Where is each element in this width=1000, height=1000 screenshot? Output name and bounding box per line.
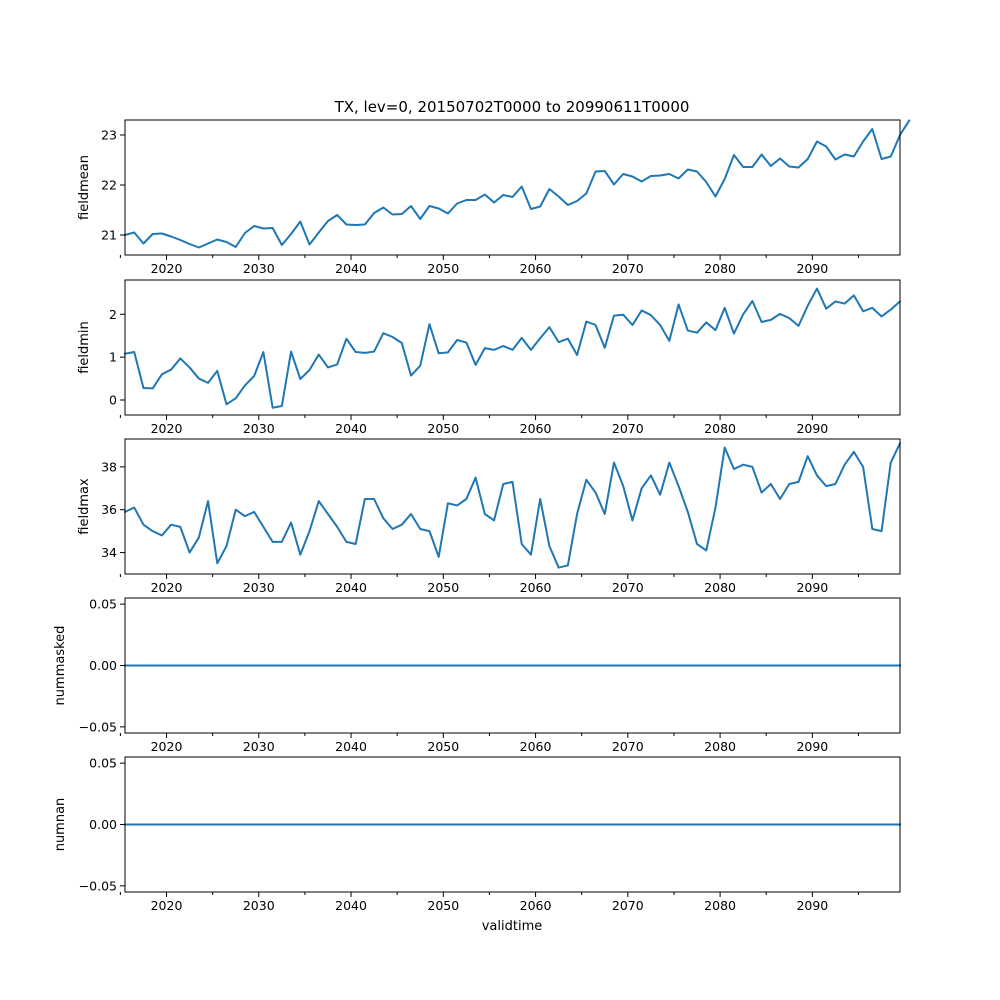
fieldmin-y-tick-label: 2 <box>109 307 117 322</box>
panel-fieldmin: 2020 2030 2040 2050 2060 2070 2080 2090 0 1 2 field… <box>77 279 902 436</box>
fieldmin-series-line <box>123 287 902 409</box>
nummasked-x-tick-label: 2090 <box>796 739 828 754</box>
numnan-y-axis-label: numnan <box>53 798 68 852</box>
numnan-y-tick-label: 0.00 <box>89 817 117 832</box>
fieldmean-y-axis-label: fieldmean <box>77 155 92 220</box>
fieldmax-y-tick-label: 34 <box>101 545 117 560</box>
fieldmean-x-tick-label: 2070 <box>612 261 644 276</box>
fieldmax-axes-frame <box>124 438 901 575</box>
fieldmean-x-tick-label: 2090 <box>796 261 828 276</box>
x-axis-label: validtime <box>482 919 543 934</box>
fieldmean-y-tick-label: 23 <box>101 128 117 143</box>
fieldmean-x-tick-label: 2050 <box>427 261 459 276</box>
fieldmin-y-axis-label: fieldmin <box>77 321 92 374</box>
nummasked-x-tick-label: 2060 <box>520 739 552 754</box>
numnan-x-tick-label: 2040 <box>335 898 367 913</box>
fieldmax-y-axis-label: fieldmax <box>77 478 92 535</box>
numnan-y-tick-label: 0.05 <box>89 756 117 771</box>
nummasked-y-tick-label: 0.05 <box>89 597 117 612</box>
nummasked-x-tick-label: 2070 <box>612 739 644 754</box>
nummasked-y-axis-label: nummasked <box>53 626 68 706</box>
fieldmin-x-tick-label: 2060 <box>520 421 552 436</box>
fieldmean-series-line <box>123 119 911 249</box>
fieldmax-x-tick-label: 2060 <box>520 580 552 595</box>
numnan-x-tick-label: 2060 <box>520 898 552 913</box>
fieldmin-x-tick-label: 2030 <box>243 421 275 436</box>
fieldmean-x-tick-label: 2060 <box>520 261 552 276</box>
fieldmin-x-tick-label: 2070 <box>612 421 644 436</box>
chart-title: TX, lev=0, 20150702T0000 to 20990611T000… <box>334 98 690 116</box>
fieldmin-axes-frame <box>124 279 901 416</box>
fieldmax-y-tick-label: 36 <box>101 502 117 517</box>
fieldmax-x-tick-label: 2070 <box>612 580 644 595</box>
fieldmean-y-tick-label: 22 <box>101 178 117 193</box>
nummasked-x-tick-label: 2040 <box>335 739 367 754</box>
panel-fieldmax: 2020 2030 2040 2050 2060 2070 2080 2090 34 36 38 fi… <box>77 438 902 595</box>
fieldmax-x-tick-label: 2040 <box>335 580 367 595</box>
nummasked-x-tick-label: 2020 <box>151 739 183 754</box>
fieldmean-x-tick-label: 2040 <box>335 261 367 276</box>
nummasked-x-tick-label: 2080 <box>704 739 736 754</box>
fieldmean-x-tick-label: 2030 <box>243 261 275 276</box>
fieldmean-axes-frame <box>124 119 901 256</box>
nummasked-x-tick-label: 2030 <box>243 739 275 754</box>
nummasked-y-tick-label: 0.00 <box>89 658 117 673</box>
fieldmax-x-tick-label: 2030 <box>243 580 275 595</box>
fieldmean-y-tick-label: 21 <box>101 228 117 243</box>
numnan-y-tick-label: −0.05 <box>79 878 117 893</box>
numnan-x-tick-label: 2070 <box>612 898 644 913</box>
fieldmin-y-tick-label: 0 <box>109 393 117 408</box>
fieldmax-x-tick-label: 2050 <box>427 580 459 595</box>
numnan-x-tick-label: 2050 <box>427 898 459 913</box>
fieldmin-x-tick-label: 2090 <box>796 421 828 436</box>
fieldmax-x-tick-label: 2080 <box>704 580 736 595</box>
nummasked-x-tick-label: 2050 <box>427 739 459 754</box>
fieldmean-x-tick-label: 2080 <box>704 261 736 276</box>
numnan-x-tick-label: 2030 <box>243 898 275 913</box>
fieldmin-x-tick-label: 2020 <box>151 421 183 436</box>
fieldmax-series-line <box>123 441 902 569</box>
fieldmin-y-tick-label: 1 <box>109 350 117 365</box>
fieldmin-x-tick-label: 2040 <box>335 421 367 436</box>
fieldmean-x-tick-label: 2020 <box>151 261 183 276</box>
fieldmax-x-tick-label: 2090 <box>796 580 828 595</box>
panel-fieldmean: 2020 2030 2040 2050 2060 2070 2080 2090 21 22 23 fi… <box>77 119 911 276</box>
panels: 2020 2030 2040 2050 2060 2070 2080 2090212223fi… <box>53 119 911 913</box>
fieldmax-y-tick-label: 38 <box>101 459 117 474</box>
fieldmin-x-tick-label: 2050 <box>427 421 459 436</box>
fieldmin-x-tick-label: 2080 <box>704 421 736 436</box>
numnan-x-tick-label: 2080 <box>704 898 736 913</box>
numnan-x-tick-label: 2020 <box>151 898 183 913</box>
numnan-x-tick-label: 2090 <box>796 898 828 913</box>
fieldmax-x-tick-label: 2020 <box>151 580 183 595</box>
nummasked-y-tick-label: −0.05 <box>79 719 117 734</box>
panel-nummasked: 2020 2030 2040 2050 2060 2070 2080 2090 −0.05 0.0… <box>53 597 901 754</box>
panel-numnan: 2020 2030 2040 2050 2060 2070 2080 2090 −0.05 0.0… <box>53 756 901 913</box>
